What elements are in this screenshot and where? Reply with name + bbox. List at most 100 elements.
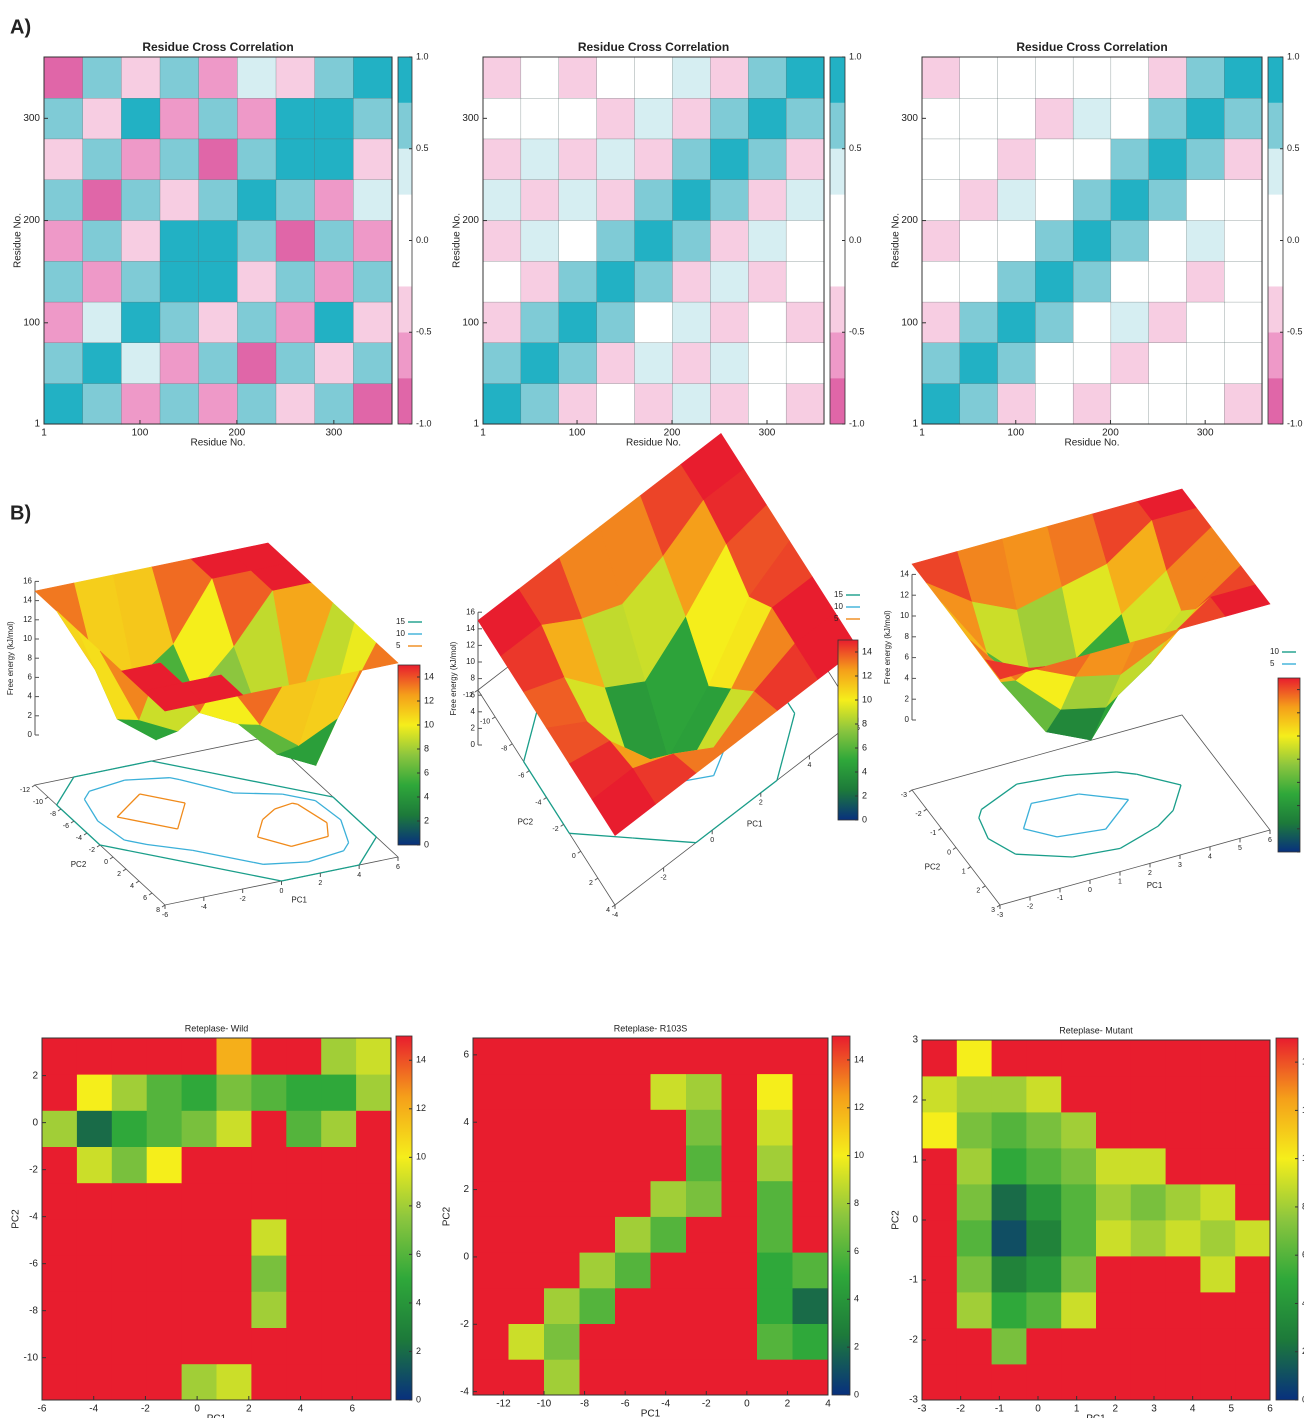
heatmap-cell xyxy=(1235,1292,1270,1328)
heatmap-cell xyxy=(42,1183,77,1220)
heatmap-cell xyxy=(722,1074,758,1110)
heatmap-cell xyxy=(615,1145,651,1181)
heatmap-cell xyxy=(237,261,276,302)
colorbar-bin xyxy=(398,241,412,287)
heatmap-cell xyxy=(315,98,354,139)
heatmap-cell xyxy=(356,1219,391,1256)
heatmap-cell xyxy=(580,1074,616,1110)
heatmap-cell xyxy=(597,179,635,220)
z-tick-label: 6 xyxy=(905,653,910,662)
heatmap-cell xyxy=(686,1288,722,1324)
heatmap-cell xyxy=(356,1183,391,1220)
colorbar-tick-label: 10 xyxy=(416,1152,426,1162)
colorbar-tick-label: 12 xyxy=(854,1102,864,1112)
x-tick-label: 1 xyxy=(1118,879,1122,886)
x-tick-label: 4 xyxy=(298,1404,304,1415)
heatmap-cell xyxy=(786,220,824,261)
heatmap-cell xyxy=(1235,1220,1270,1256)
y-tick-label: -3 xyxy=(909,1395,918,1406)
heatmap-cell xyxy=(1096,1184,1131,1220)
heatmap-cell xyxy=(77,1110,112,1147)
heatmap-cell xyxy=(559,261,597,302)
heatmap-cell xyxy=(998,179,1036,220)
heatmap-cell xyxy=(44,57,83,98)
heatmap-cell xyxy=(793,1252,829,1288)
heatmap-cell xyxy=(121,57,160,98)
heatmap-cell xyxy=(77,1219,112,1256)
heatmap-cell xyxy=(1166,1148,1201,1184)
heatmap-cell xyxy=(182,1147,217,1184)
heatmap-cell xyxy=(77,1291,112,1328)
heatmap-cell xyxy=(315,342,354,383)
colorbar-tick-label: -1.0 xyxy=(1287,418,1303,428)
colorbar-tick-label: 4 xyxy=(416,1297,421,1307)
x-tick-label: 0 xyxy=(744,1399,750,1410)
heatmap-cell xyxy=(597,98,635,139)
heatmap-cell xyxy=(1200,1076,1235,1112)
x-axis-label: Residue No. xyxy=(626,438,681,449)
heatmap-cell xyxy=(237,139,276,180)
heatmap-cell xyxy=(353,302,392,343)
y-axis-label: PC2 xyxy=(442,1206,453,1226)
heatmap-cell xyxy=(521,342,559,383)
heatmap-cell xyxy=(251,1255,286,1292)
heatmap-cell xyxy=(544,1109,580,1145)
contour-line xyxy=(988,839,1016,855)
heatmap-cell xyxy=(635,57,673,98)
heatmap-cell xyxy=(1111,57,1149,98)
heatmap-cell xyxy=(182,1074,217,1111)
heatmap-cell xyxy=(580,1288,616,1324)
heatmap-cell xyxy=(960,302,998,343)
heatmap-cell xyxy=(182,1110,217,1147)
x-tick-label: 0 xyxy=(194,1404,200,1415)
y-tick-label: 100 xyxy=(462,317,479,328)
x-axis-label: Residue No. xyxy=(190,438,245,449)
y-tick-label: -6 xyxy=(518,772,524,779)
heatmap-cell xyxy=(786,261,824,302)
y-tick-label: -4 xyxy=(535,799,541,806)
heatmap-cell xyxy=(321,1219,356,1256)
heatmap-cell xyxy=(1111,179,1149,220)
heatmap-cell xyxy=(521,302,559,343)
y-tick-label: 1 xyxy=(912,419,918,430)
x-tick-label: 5 xyxy=(1229,1404,1235,1415)
heatmap-cell xyxy=(957,1220,992,1256)
heatmap-cell xyxy=(786,383,824,424)
heatmap-cell xyxy=(251,1074,286,1111)
heatmap-cell xyxy=(1096,1148,1131,1184)
heatmap-cell xyxy=(182,1291,217,1328)
heatmap-cell xyxy=(998,139,1036,180)
contour-line xyxy=(1079,794,1129,800)
heatmap-cell xyxy=(121,179,160,220)
colorbar-tick-label: 0 xyxy=(424,839,429,849)
heatmap-cell xyxy=(710,139,748,180)
heatmap-cell xyxy=(793,1217,829,1253)
contour-line xyxy=(125,778,170,780)
heatmap-cell xyxy=(147,1074,182,1111)
x-tick-label: -3 xyxy=(918,1404,927,1415)
colorbar-tick-label: 2 xyxy=(862,790,867,800)
z-tick-label: 0 xyxy=(471,740,476,749)
colorbar-bin xyxy=(830,149,845,195)
heatmap-cell xyxy=(922,383,960,424)
heatmap-cell xyxy=(42,1219,77,1256)
heatmap-cell xyxy=(321,1364,356,1401)
contour-line xyxy=(1024,803,1032,828)
heatmap-cell xyxy=(77,1328,112,1365)
heatmap-cell xyxy=(710,220,748,261)
heatmap-cell xyxy=(1073,57,1111,98)
heatmap-cell xyxy=(1073,220,1111,261)
x-tick-label: -2 xyxy=(240,896,246,903)
heatmap-cell xyxy=(353,342,392,383)
contour-line xyxy=(193,850,203,852)
heatmap-cell xyxy=(77,1364,112,1401)
y-tick-label: -8 xyxy=(50,811,56,818)
heatmap-cell xyxy=(1235,1112,1270,1148)
colorbar-tick-label: 8 xyxy=(416,1200,421,1210)
heatmap-cell xyxy=(992,1076,1027,1112)
heatmap-cell xyxy=(473,1074,509,1110)
heatmap-cell xyxy=(580,1324,616,1360)
y-tick-label: -6 xyxy=(29,1258,38,1269)
heatmap-cell xyxy=(1149,179,1187,220)
heatmap-cell xyxy=(651,1217,687,1253)
